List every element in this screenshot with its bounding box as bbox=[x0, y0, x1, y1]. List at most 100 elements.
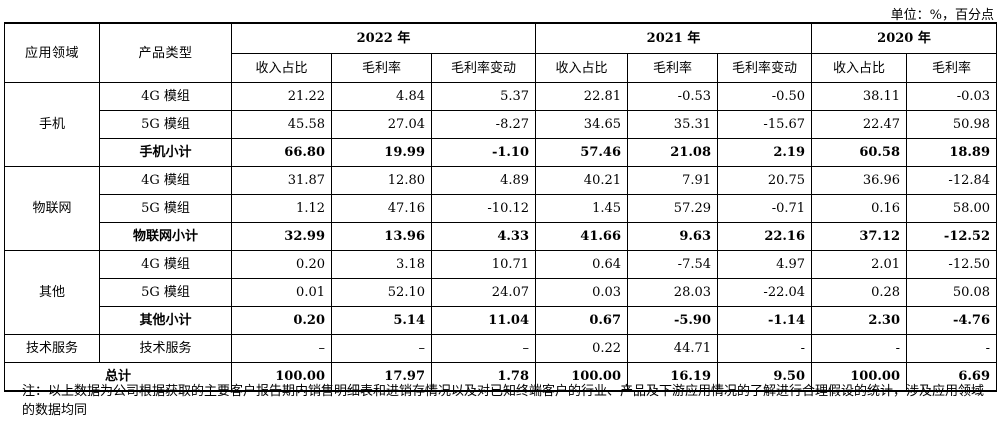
product-type: 物联网小计 bbox=[99, 222, 232, 251]
header-margin-2021: 毛利率 bbox=[627, 53, 719, 83]
unit-label: 单位：%，百分点 bbox=[890, 8, 994, 23]
cell: 31.87 bbox=[231, 166, 332, 195]
cell: -22.04 bbox=[717, 278, 813, 307]
cell: -0.03 bbox=[906, 82, 998, 111]
table-row-subtotal: 其他小计 0.20 5.14 11.04 0.67 -5.90 -1.14 2.… bbox=[5, 306, 998, 335]
cell: 38.11 bbox=[811, 82, 908, 111]
table-row-total: 总计 100.00 17.97 1.78 100.00 16.19 9.50 1… bbox=[4, 362, 998, 392]
cell: – bbox=[231, 334, 332, 363]
gross-margin-table: 应用领域 产品类型 2022 年 2021 年 2020 年 收入占比 毛利率 … bbox=[4, 22, 998, 392]
table-row: 5G 模组 1.12 47.16 -10.12 1.45 57.29 -0.71… bbox=[5, 194, 998, 223]
product-type: 5G 模组 bbox=[99, 110, 232, 139]
cell: 4.89 bbox=[430, 166, 537, 195]
cell: 35.31 bbox=[627, 110, 719, 139]
header-field: 应用领域 bbox=[4, 22, 100, 83]
cell: 19.99 bbox=[331, 138, 432, 167]
header-type: 产品类型 bbox=[99, 22, 232, 83]
cell: 0.16 bbox=[811, 194, 908, 223]
cell: 7.91 bbox=[627, 166, 719, 195]
cell: 40.21 bbox=[535, 166, 629, 195]
cell: -12.84 bbox=[906, 166, 998, 195]
header-year-2021: 2021 年 bbox=[535, 22, 813, 54]
cell: 16.19 bbox=[627, 362, 719, 392]
cell: 6.69 bbox=[906, 362, 998, 392]
header-row-years: 应用领域 产品类型 2022 年 2021 年 2020 年 bbox=[4, 22, 998, 83]
cell: 0.28 bbox=[811, 278, 908, 307]
cell: 100.00 bbox=[231, 362, 332, 392]
cell: 12.80 bbox=[331, 166, 432, 195]
cell: -4.76 bbox=[906, 306, 998, 335]
cell: 47.16 bbox=[331, 194, 432, 223]
cell: 0.20 bbox=[231, 306, 332, 335]
header-change-2021: 毛利率变动 bbox=[717, 53, 813, 83]
product-type: 4G 模组 bbox=[99, 82, 232, 111]
cell: 24.07 bbox=[430, 278, 537, 307]
cell: -10.12 bbox=[430, 194, 537, 223]
product-type: 其他小计 bbox=[99, 306, 232, 335]
cell: 2.19 bbox=[717, 138, 813, 167]
table-row: 物联网 4G 模组 31.87 12.80 4.89 40.21 7.91 20… bbox=[4, 166, 998, 251]
cell: 9.50 bbox=[717, 362, 813, 392]
cell: 11.04 bbox=[430, 306, 537, 335]
header-rev-2020: 收入占比 bbox=[811, 53, 908, 83]
cell: 32.99 bbox=[231, 222, 332, 251]
cell: -5.90 bbox=[627, 306, 719, 335]
cell: 41.66 bbox=[535, 222, 629, 251]
product-type: 4G 模组 bbox=[99, 166, 232, 195]
cell: 50.08 bbox=[906, 278, 998, 307]
cell: 0.20 bbox=[231, 250, 332, 279]
header-rev-2022: 收入占比 bbox=[231, 53, 332, 83]
cell: 18.89 bbox=[906, 138, 998, 167]
product-type: 手机小计 bbox=[99, 138, 232, 167]
cell: 20.75 bbox=[717, 166, 813, 195]
cell: -0.53 bbox=[627, 82, 719, 111]
cell: – bbox=[331, 334, 432, 363]
header-year-2022: 2022 年 bbox=[230, 22, 537, 54]
cell: 44.71 bbox=[627, 334, 719, 363]
product-type: 技术服务 bbox=[99, 334, 232, 363]
cell: 2.01 bbox=[811, 250, 908, 279]
cell: -0.71 bbox=[717, 194, 813, 223]
cell: 1.12 bbox=[231, 194, 332, 223]
cell: 22.47 bbox=[811, 110, 908, 139]
group-label: 手机 bbox=[4, 82, 100, 167]
cell: 52.10 bbox=[331, 278, 432, 307]
cell: 9.63 bbox=[627, 222, 719, 251]
cell: 100.00 bbox=[535, 362, 629, 392]
cell: -15.67 bbox=[717, 110, 813, 139]
cell: -8.27 bbox=[430, 110, 537, 139]
header-margin-2020: 毛利率 bbox=[906, 53, 998, 83]
cell: -0.50 bbox=[717, 82, 813, 111]
cell: 57.29 bbox=[627, 194, 719, 223]
table-row: 技术服务 技术服务 – – – 0.22 44.71 - - - bbox=[4, 334, 998, 363]
cell: 1.45 bbox=[535, 194, 629, 223]
cell: - bbox=[717, 334, 813, 363]
product-type: 5G 模组 bbox=[99, 278, 232, 307]
cell: -1.14 bbox=[717, 306, 813, 335]
cell: 0.01 bbox=[231, 278, 332, 307]
cell: 1.78 bbox=[430, 362, 537, 392]
cell: 17.97 bbox=[331, 362, 432, 392]
cell: 4.84 bbox=[331, 82, 432, 111]
cell: 37.12 bbox=[811, 222, 908, 251]
cell: - bbox=[906, 334, 998, 363]
table-row-subtotal: 物联网小计 32.99 13.96 4.33 41.66 9.63 22.16 … bbox=[5, 222, 998, 251]
footnote: 注：以上数据为公司根据获取的主要客户报告期内销售明细表和进销存情况以及对已知终端… bbox=[22, 384, 985, 418]
header-margin-2022: 毛利率 bbox=[331, 53, 432, 83]
cell: 100.00 bbox=[811, 362, 908, 392]
cell: - bbox=[811, 334, 908, 363]
cell: 45.58 bbox=[231, 110, 332, 139]
cell: 0.67 bbox=[535, 306, 629, 335]
cell: 13.96 bbox=[331, 222, 432, 251]
cell: -12.50 bbox=[906, 250, 998, 279]
cell: 0.03 bbox=[535, 278, 629, 307]
cell: 4.97 bbox=[717, 250, 813, 279]
cell: 21.08 bbox=[627, 138, 719, 167]
cell: 0.22 bbox=[535, 334, 629, 363]
product-type: 4G 模组 bbox=[99, 250, 232, 279]
cell: 28.03 bbox=[627, 278, 719, 307]
table-row: 5G 模组 0.01 52.10 24.07 0.03 28.03 -22.04… bbox=[5, 278, 998, 307]
cell: 34.65 bbox=[535, 110, 629, 139]
group-label: 其他 bbox=[4, 250, 100, 335]
group-label: 物联网 bbox=[4, 166, 100, 251]
